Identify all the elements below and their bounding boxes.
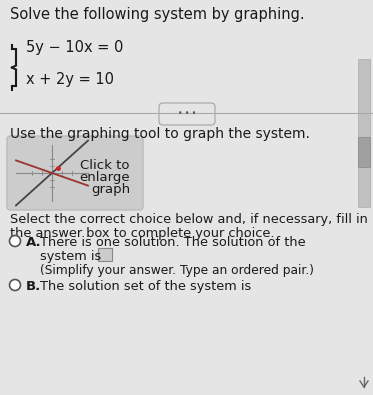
Text: 5y − 10x = 0: 5y − 10x = 0 (26, 40, 123, 55)
Circle shape (9, 235, 21, 246)
FancyBboxPatch shape (358, 137, 370, 167)
Text: A.: A. (26, 236, 42, 249)
Circle shape (9, 280, 21, 290)
Text: • • •: • • • (178, 109, 196, 118)
Text: Solve the following system by graphing.: Solve the following system by graphing. (10, 7, 305, 22)
Text: The solution set of the system is: The solution set of the system is (40, 280, 251, 293)
Text: graph: graph (91, 183, 130, 196)
FancyBboxPatch shape (7, 136, 143, 210)
Text: enlarge: enlarge (79, 171, 130, 184)
Text: Use the graphing tool to graph the system.: Use the graphing tool to graph the syste… (10, 127, 310, 141)
Text: Click to: Click to (81, 159, 130, 172)
Text: the answer box to complete your choice.: the answer box to complete your choice. (10, 227, 275, 240)
FancyBboxPatch shape (358, 59, 370, 207)
Text: Select the correct choice below and, if necessary, fill in: Select the correct choice below and, if … (10, 213, 368, 226)
FancyBboxPatch shape (159, 103, 215, 125)
Text: system is: system is (40, 250, 101, 263)
Text: x + 2y = 10: x + 2y = 10 (26, 72, 114, 87)
Text: There is one solution. The solution of the: There is one solution. The solution of t… (40, 236, 305, 249)
FancyBboxPatch shape (98, 248, 112, 261)
Text: B.: B. (26, 280, 41, 293)
Text: (Simplify your answer. Type an ordered pair.): (Simplify your answer. Type an ordered p… (40, 264, 314, 277)
